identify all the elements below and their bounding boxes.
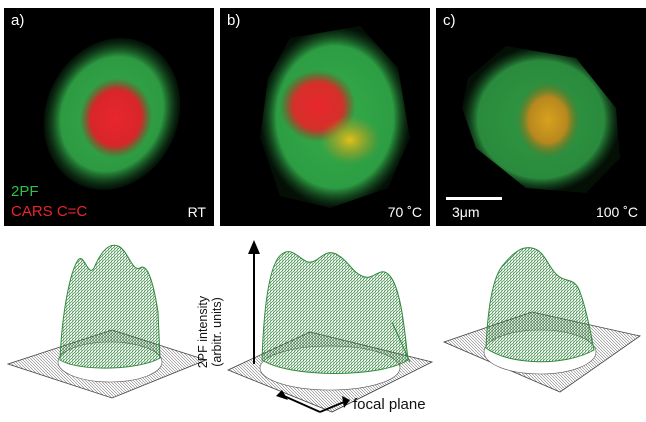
panel-label: a) (11, 12, 25, 29)
z-axis-arrow (248, 240, 260, 364)
condition-label: RT (187, 204, 206, 220)
scale-bar (446, 197, 502, 200)
focal-plane-arrows (276, 390, 350, 413)
cell-image-b (260, 26, 410, 208)
condition-label: 70 ˚C (387, 204, 422, 220)
panel-c: c) 3μm 100 ˚C (436, 8, 646, 226)
panel-b: b) 70 ˚C (220, 8, 430, 226)
condition-label: 100 ˚C (595, 204, 638, 220)
cell-image-c (462, 46, 620, 193)
surface-plot-a (6, 244, 208, 399)
panel-a: a) 2PF CARS C=C RT (4, 8, 214, 226)
panel-label: c) (443, 12, 456, 29)
panel-label: b) (227, 12, 241, 29)
z-axis-label: 2PF intensity (arbitr. units) (196, 295, 224, 369)
surface-plot-c (442, 247, 641, 393)
scale-bar-label: 3μm (452, 204, 480, 220)
legend-2pf: 2PF (11, 183, 39, 200)
cell-image-a (43, 38, 181, 190)
surface-plots (6, 240, 641, 413)
legend-cars: CARS C=C (11, 203, 88, 220)
focal-plane-label: focal plane (353, 396, 426, 413)
surface-plot-b (226, 251, 434, 413)
